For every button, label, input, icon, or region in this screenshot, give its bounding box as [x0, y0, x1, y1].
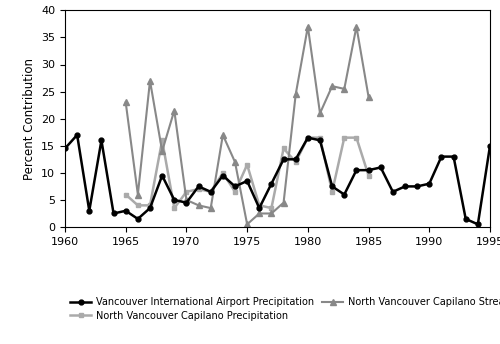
Legend: Vancouver International Airport Precipitation, North Vancouver Capilano Precipit: Vancouver International Airport Precipit…	[70, 297, 500, 321]
Y-axis label: Percent Contribution: Percent Contribution	[22, 58, 36, 180]
